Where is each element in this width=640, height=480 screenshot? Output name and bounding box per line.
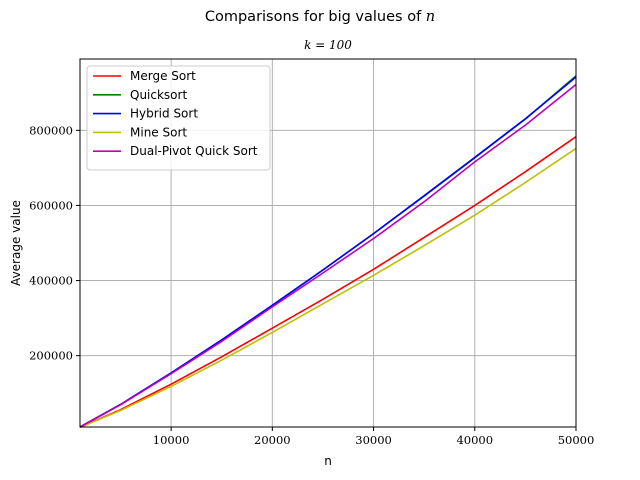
y-tick-label: 600000 <box>29 198 73 212</box>
legend-box <box>86 65 271 171</box>
series-line <box>79 136 577 429</box>
x-tick-label: 30000 <box>355 433 392 447</box>
plot-area-frame <box>79 58 577 428</box>
y-tick-label: 400000 <box>29 274 73 288</box>
legend-label: Dual-Pivot Quick Sort <box>130 144 258 158</box>
y-axis-ticks: 200000 400000 600000 800000 <box>29 123 80 363</box>
legend-label: Quicksort <box>130 88 187 102</box>
y-tick-label: 200000 <box>29 349 73 363</box>
chart-title-text: Comparisons for big values of <box>205 9 426 25</box>
legend: Merge Sort Quicksort Hybrid Sort Mine Sort D… <box>86 65 271 171</box>
x-tick-label: 50000 <box>558 433 595 447</box>
x-tick-label: 40000 <box>456 433 493 447</box>
x-tick-label: 20000 <box>254 433 291 447</box>
legend-label: Mine Sort <box>130 125 187 139</box>
x-tick-label: 10000 <box>153 433 190 447</box>
legend-label: Hybrid Sort <box>130 107 198 121</box>
legend-label: Merge Sort <box>130 69 196 83</box>
series-line <box>79 147 577 429</box>
x-axis-ticks: 10000 20000 30000 40000 50000 <box>153 427 594 447</box>
y-tick-label: 800000 <box>29 123 73 137</box>
y-axis-label: Average value <box>9 200 23 286</box>
series-lines <box>79 75 577 429</box>
chart-title-var: n <box>426 9 435 25</box>
chart-subtitle: k = 100 <box>304 38 352 52</box>
series-line <box>79 83 577 428</box>
chart-title: Comparisons for big values of n <box>205 9 435 25</box>
x-axis-label: n <box>324 454 332 468</box>
